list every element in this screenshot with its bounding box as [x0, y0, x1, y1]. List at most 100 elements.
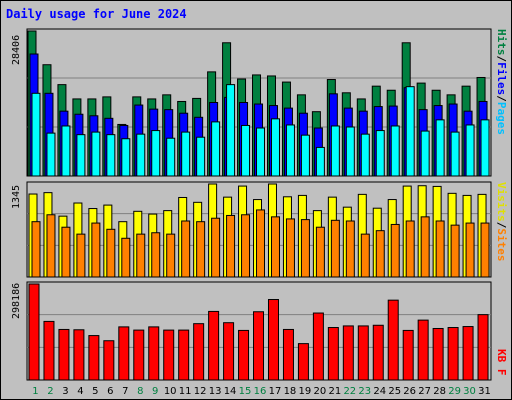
sites-bar-7: [121, 237, 131, 278]
kbytes-bar-31: [477, 314, 489, 381]
kbytes-bar-21: [327, 327, 339, 381]
kbytes-bar-28: [432, 327, 444, 381]
pages-bar-20: [315, 146, 325, 177]
sites-bar-28: [435, 220, 445, 278]
pages-bar-7: [121, 138, 131, 177]
day-label-14: 14: [224, 386, 237, 397]
day-label-26: 26: [403, 386, 416, 397]
day-label-27: 27: [418, 386, 431, 397]
sites-bar-31: [480, 222, 490, 278]
day-label-29: 29: [448, 386, 461, 397]
day-label-16: 16: [254, 386, 267, 397]
sites-bar-3: [61, 226, 71, 278]
sites-bar-1: [31, 221, 41, 278]
sites-bar-6: [106, 228, 116, 278]
pages-bar-5: [91, 131, 101, 177]
pages-bar-24: [375, 130, 385, 177]
pages-bar-3: [61, 125, 71, 177]
sites-bar-18: [285, 218, 295, 278]
kbytes-bar-10: [163, 329, 175, 381]
kbytes-bar-26: [402, 329, 414, 381]
pages-bar-13: [211, 121, 221, 177]
pages-bar-12: [196, 136, 206, 177]
pages-bar-1: [31, 92, 41, 177]
day-label-24: 24: [373, 386, 386, 397]
pages-bar-26: [405, 86, 415, 177]
kbytes-bar-9: [148, 326, 160, 381]
pages-bar-14: [226, 84, 236, 177]
sites-bar-8: [136, 233, 146, 278]
chart-title: Daily usage for June 2024: [6, 7, 187, 21]
day-label-9: 9: [152, 386, 158, 397]
sites-bar-22: [345, 220, 355, 278]
day-label-1: 1: [32, 386, 38, 397]
sites-bar-30: [465, 222, 475, 278]
sites-bar-16: [256, 209, 266, 278]
sites-bar-25: [390, 223, 400, 278]
kbytes-bar-4: [73, 329, 85, 381]
day-label-17: 17: [269, 386, 282, 397]
pages-bar-10: [166, 137, 176, 177]
kbytes-bar-23: [357, 325, 369, 381]
kbytes-bar-18: [282, 328, 294, 381]
sites-bar-5: [91, 222, 101, 278]
sites-bar-4: [76, 233, 86, 278]
sites-bar-2: [46, 214, 56, 278]
sites-bar-11: [181, 220, 191, 278]
day-label-13: 13: [209, 386, 222, 397]
pages-bar-4: [76, 134, 86, 177]
day-label-11: 11: [179, 386, 192, 397]
pages-bar-9: [151, 130, 161, 177]
day-label-10: 10: [164, 386, 177, 397]
kbytes-bar-13: [208, 310, 220, 381]
sites-bar-21: [330, 219, 340, 278]
pages-bar-23: [360, 133, 370, 177]
sites-bar-26: [405, 220, 415, 278]
kbytes-bar-11: [178, 329, 190, 381]
day-label-4: 4: [77, 386, 83, 397]
kbytes-bar-15: [238, 329, 250, 381]
kbytes-bar-16: [253, 311, 265, 381]
sites-bar-14: [226, 214, 236, 278]
sites-bar-13: [211, 217, 221, 278]
pages-bar-17: [270, 118, 280, 177]
sites-bar-19: [300, 219, 310, 278]
sites-bar-15: [241, 214, 251, 278]
sites-bar-17: [270, 216, 280, 278]
kbytes-bar-25: [387, 299, 399, 381]
pages-bar-16: [256, 127, 266, 177]
sites-bar-10: [166, 233, 176, 278]
pages-bar-30: [465, 124, 475, 177]
pages-bar-6: [106, 134, 116, 177]
pages-bar-29: [450, 131, 460, 177]
day-label-23: 23: [358, 386, 371, 397]
sites-bar-12: [196, 221, 206, 278]
kbytes-bar-6: [103, 340, 115, 381]
day-label-8: 8: [137, 386, 143, 397]
pages-bar-27: [420, 130, 430, 177]
kbytes-bar-14: [223, 322, 235, 381]
day-label-30: 30: [463, 386, 476, 397]
kbytes-bar-1: [28, 283, 40, 381]
kbytes-bar-5: [88, 335, 100, 381]
pages-bar-11: [181, 131, 191, 177]
pages-bar-25: [390, 125, 400, 177]
day-label-19: 19: [299, 386, 312, 397]
sites-bar-24: [375, 230, 385, 278]
day-label-18: 18: [284, 386, 297, 397]
sites-bar-27: [420, 216, 430, 278]
kbytes-bar-27: [417, 319, 429, 381]
day-label-21: 21: [328, 386, 341, 397]
kbytes-bar-7: [118, 326, 130, 381]
sites-bar-29: [450, 224, 460, 278]
day-label-25: 25: [388, 386, 401, 397]
kbytes-bar-30: [462, 326, 474, 381]
kbytes-bar-24: [372, 324, 384, 381]
day-label-6: 6: [107, 386, 113, 397]
kbytes-bar-3: [58, 328, 70, 381]
day-label-7: 7: [122, 386, 128, 397]
kbytes-bar-17: [267, 299, 279, 381]
day-label-15: 15: [239, 386, 252, 397]
kbytes-bar-22: [342, 325, 354, 381]
